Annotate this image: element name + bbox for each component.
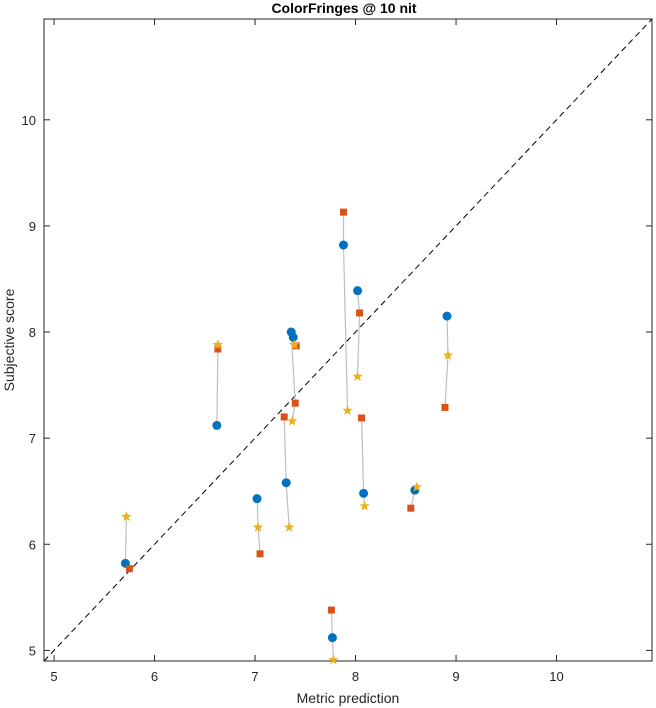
y-tick-label: 6	[29, 537, 36, 552]
data-point-square	[214, 345, 222, 353]
y-tick-label: 10	[22, 113, 36, 128]
data-point-square	[356, 309, 364, 317]
data-point-star	[289, 339, 300, 350]
y-tick-label: 9	[29, 219, 36, 234]
data-point-square	[407, 504, 415, 512]
y-axis-label: Subjective score	[1, 288, 17, 391]
data-point-star	[352, 371, 363, 382]
data-point-star	[212, 339, 224, 350]
data-point-square	[280, 413, 288, 421]
data-point-star	[342, 405, 353, 416]
data-point-star	[442, 349, 454, 360]
identity-reference-line	[43, 18, 653, 662]
x-tick-label: 9	[452, 669, 459, 684]
x-tick-label: 6	[151, 669, 158, 684]
data-point-star	[286, 415, 298, 426]
data-point-square	[441, 403, 449, 411]
data-point-circle	[338, 240, 348, 250]
data-point-square	[327, 606, 335, 614]
data-point-square	[125, 565, 133, 573]
data-point-circle	[442, 311, 452, 321]
axis-ticks: 5 6 7 8 9 10 5 6 7 8 9 10	[22, 19, 652, 684]
data-point-square	[291, 399, 299, 407]
data-point-star	[283, 521, 295, 532]
y-tick-label: 5	[29, 643, 36, 658]
data-marks	[120, 208, 454, 665]
data-point-square	[256, 550, 264, 558]
x-tick-label: 5	[50, 669, 57, 684]
data-point-star	[121, 511, 132, 522]
x-tick-label: 8	[352, 669, 359, 684]
y-tick-label: 7	[29, 431, 36, 446]
data-point-circle	[327, 633, 337, 643]
data-point-circle	[252, 494, 262, 504]
data-point-star	[328, 654, 339, 665]
data-point-circle	[212, 420, 222, 430]
x-tick-label: 7	[251, 669, 258, 684]
data-point-circle	[288, 332, 298, 342]
x-tick-label: 10	[549, 669, 563, 684]
data-point-circle	[353, 286, 363, 296]
x-axis-label: Metric prediction	[297, 690, 400, 706]
chart-title: ColorFringes @ 10 nit	[271, 0, 416, 16]
data-point-star	[252, 521, 264, 532]
y-tick-label: 8	[29, 325, 36, 340]
data-point-circle	[281, 478, 291, 488]
data-point-square	[358, 414, 366, 422]
data-point-star	[359, 500, 370, 511]
data-point-square	[339, 208, 347, 216]
data-point-star	[411, 481, 423, 492]
data-point-circle	[359, 488, 369, 498]
